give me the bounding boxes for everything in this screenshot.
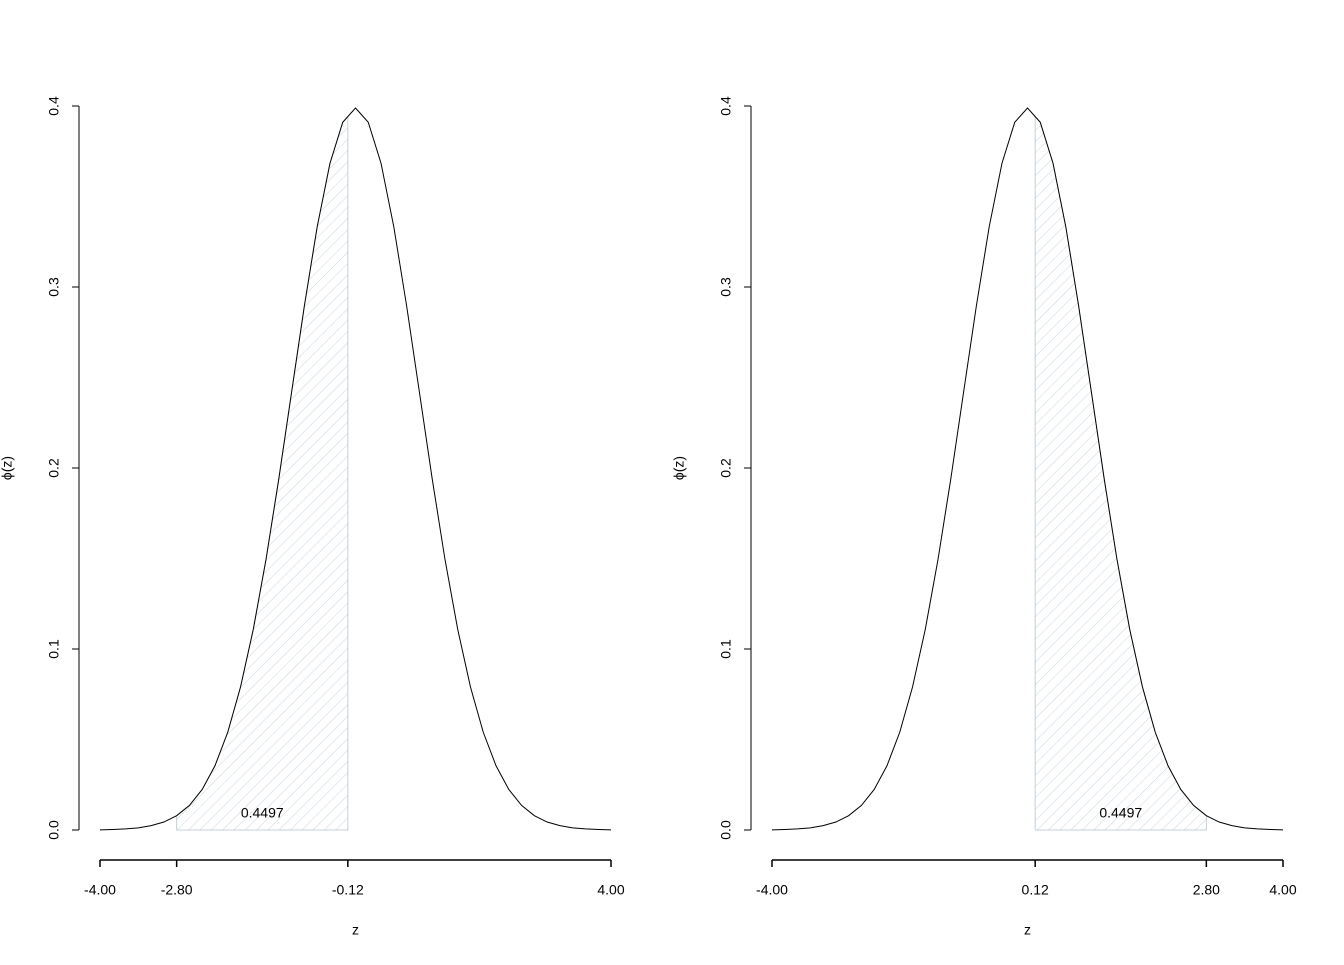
y-tick-label: 0.3 xyxy=(46,277,62,297)
y-tick-label: 0.4 xyxy=(718,96,734,116)
x-tick-label: -4.00 xyxy=(84,882,116,898)
x-axis-label: z xyxy=(352,922,359,938)
area-label: 0.4497 xyxy=(241,805,284,821)
y-tick-label: 0.0 xyxy=(46,820,62,840)
y-tick-label: 0.0 xyxy=(718,820,734,840)
density-curve xyxy=(771,107,1284,831)
x-tick-label: -2.80 xyxy=(161,882,193,898)
x-tick-label: 2.80 xyxy=(1193,882,1220,898)
y-tick-label: 0.1 xyxy=(718,639,734,659)
y-tick-label: 0.1 xyxy=(46,639,62,659)
x-tick-label: 0.12 xyxy=(1022,882,1049,898)
x-axis-label: z xyxy=(1024,922,1031,938)
x-tick-label: -4.00 xyxy=(756,882,788,898)
y-tick-label: 0.4 xyxy=(46,96,62,116)
density-curve xyxy=(99,107,612,831)
area-label: 0.4497 xyxy=(1099,805,1142,821)
y-tick-label: 0.2 xyxy=(718,458,734,478)
y-tick-label: 0.2 xyxy=(46,458,62,478)
x-tick-label: 4.00 xyxy=(1269,882,1296,898)
y-tick-label: 0.3 xyxy=(718,277,734,297)
shaded-area xyxy=(176,115,349,831)
x-tick-label: -0.12 xyxy=(332,882,364,898)
shaded-area xyxy=(1034,115,1207,831)
y-axis-label: ϕ(z) xyxy=(671,456,687,480)
x-tick-label: 4.00 xyxy=(597,882,624,898)
y-axis-label: ϕ(z) xyxy=(0,456,15,480)
